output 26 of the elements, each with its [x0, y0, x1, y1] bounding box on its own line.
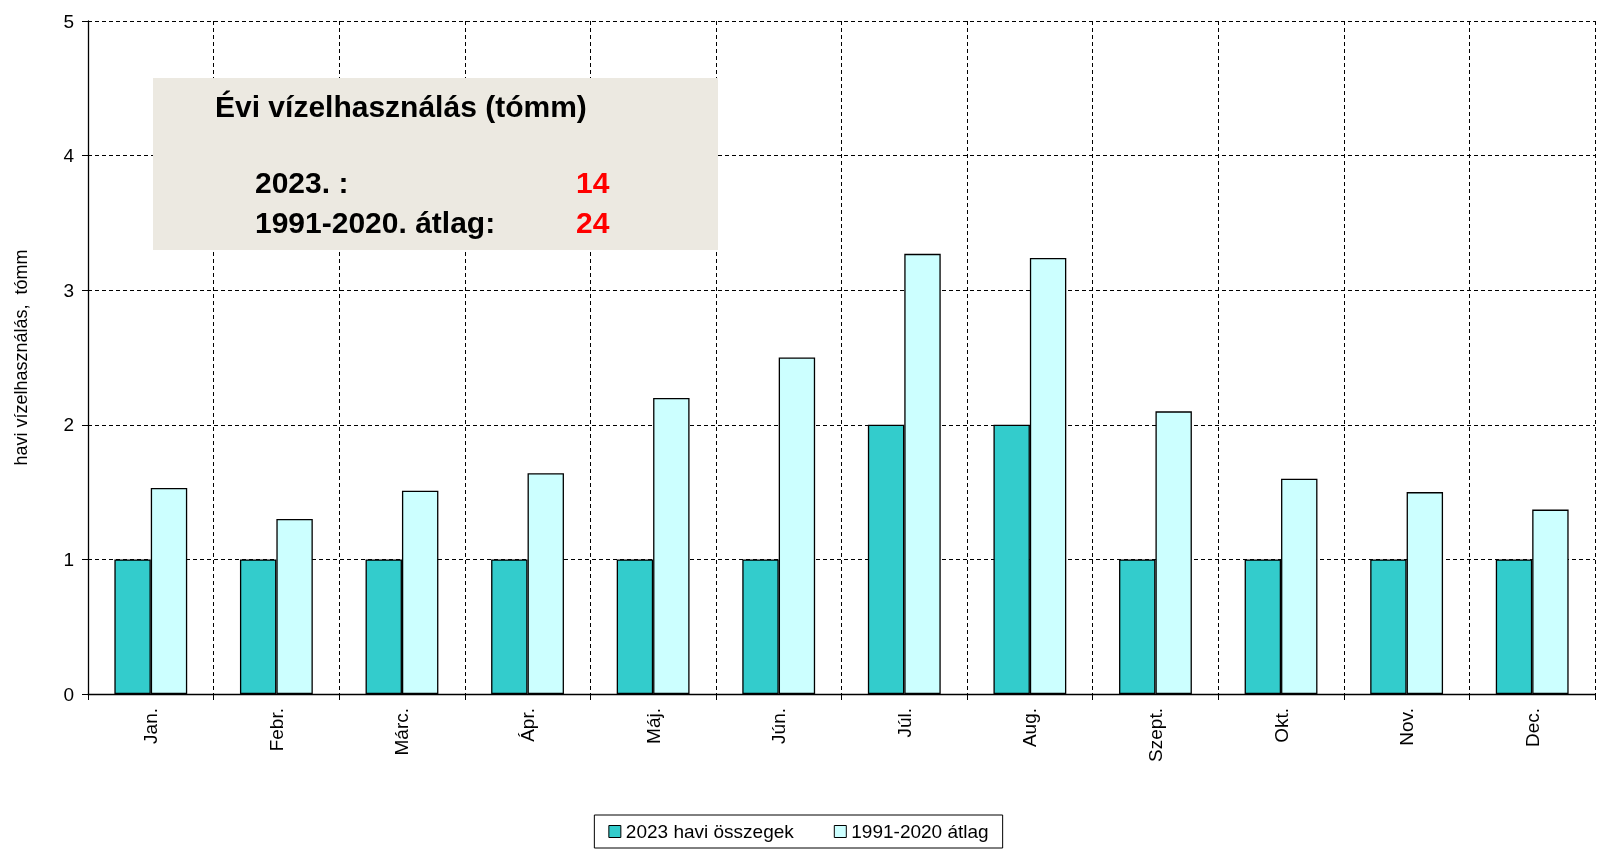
y-tick-label: 5 [63, 10, 74, 32]
x-tick-label: Ápr. [517, 708, 539, 742]
x-tick-label: Jan. [140, 708, 162, 744]
annotation: 1991-2020. átlag: [255, 206, 496, 240]
x-tick-label: Jún. [768, 708, 790, 744]
x-tick-label: Okt. [1270, 708, 1292, 743]
x-tick-label: Dec. [1521, 708, 1543, 748]
y-tick-label: 1 [63, 548, 74, 570]
legend-label: 1991-2020 átlag [851, 821, 989, 842]
x-tick-label: Febr. [265, 708, 287, 752]
x-tick-label: Nov. [1396, 708, 1418, 746]
y-axis-title: havi vízelhasználás, tómm [11, 249, 31, 466]
annotation: 14 [576, 166, 610, 200]
x-tick-label: Aug. [1019, 708, 1041, 748]
y-tick-label: 2 [63, 414, 74, 436]
annotation: 2023. : [255, 166, 349, 200]
x-tick-label: Máj. [642, 708, 664, 744]
y-tick-label: 4 [63, 145, 75, 167]
legend-label: 2023 havi összegek [625, 821, 795, 842]
y-tick-label: 3 [63, 279, 74, 301]
x-tick-label: Szept. [1144, 708, 1166, 762]
annotation: 24 [576, 206, 610, 240]
x-tick-label: Júl. [893, 708, 915, 738]
x-tick-label: Márc. [391, 708, 413, 756]
y-tick-label: 0 [63, 683, 74, 705]
annotation: Évi vízelhasználás (tómm) [215, 90, 587, 124]
